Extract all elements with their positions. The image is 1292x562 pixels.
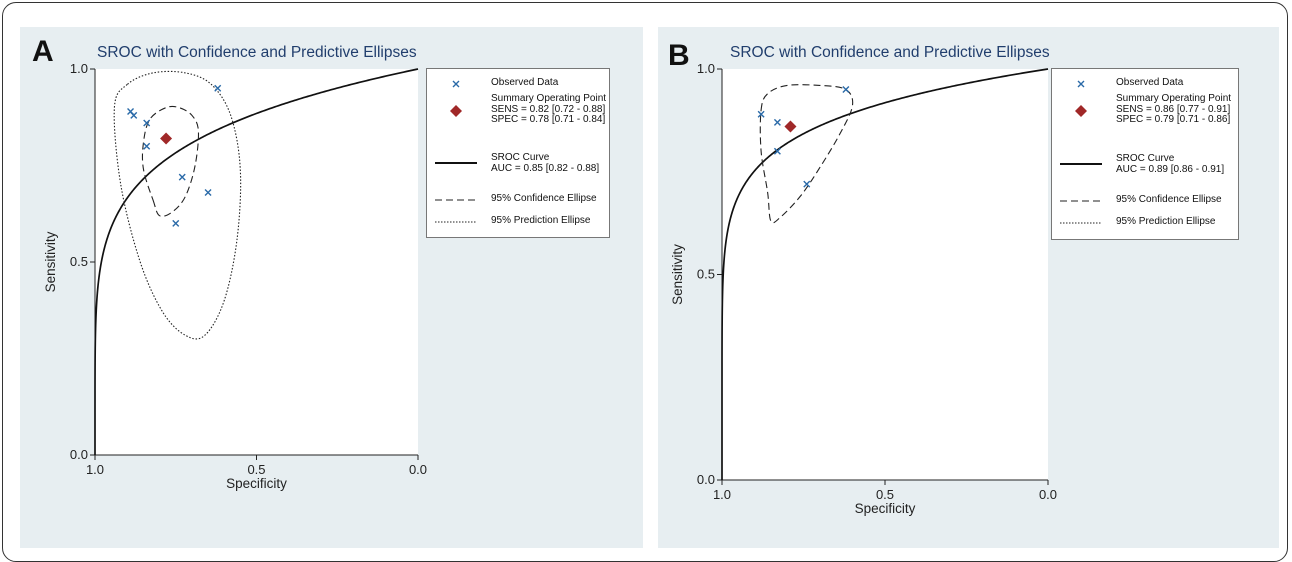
legend-label: 95% Confidence Ellipse — [1116, 194, 1222, 205]
observed-data-point — [172, 219, 180, 227]
legend-item-observed: Observed Data — [1052, 77, 1238, 91]
legend-item-confidence: 95% Confidence Ellipse — [427, 193, 609, 207]
legend-label: 95% Prediction Ellipse — [491, 215, 591, 226]
legend-item-observed: Observed Data — [427, 77, 609, 91]
observed-data-point — [143, 119, 151, 127]
legend-item-confidence: 95% Confidence Ellipse — [1052, 194, 1238, 208]
legend-label: Summary Operating Point SENS = 0.82 [0.7… — [491, 93, 607, 125]
y-tick-label: 0.0 — [697, 472, 715, 487]
x-tick-label: 1.0 — [86, 462, 104, 477]
legend-label: 95% Prediction Ellipse — [1116, 216, 1216, 227]
legend-item-prediction: 95% Prediction Ellipse — [427, 215, 609, 229]
x-tick-label: 1.0 — [713, 487, 731, 502]
x-tick-label: 0.5 — [876, 487, 894, 502]
legend-item-summary: Summary Operating Point SENS = 0.82 [0.7… — [427, 93, 609, 128]
legend-item-summary: Summary Operating Point SENS = 0.86 [0.7… — [1052, 93, 1238, 128]
y-tick-label: 0.5 — [697, 267, 715, 282]
legend-item-sroc: SROC Curve AUC = 0.89 [0.86 - 0.91] — [1052, 153, 1238, 178]
y-tick-label: 0.0 — [70, 447, 88, 462]
confidence-ellipse — [141, 105, 200, 217]
plot-area — [95, 69, 418, 455]
chart-title: SROC with Confidence and Predictive Elli… — [97, 44, 417, 61]
dotted-line-icon — [435, 221, 477, 223]
chart-title: SROC with Confidence and Predictive Elli… — [730, 44, 1050, 61]
observed-data-point — [204, 189, 212, 197]
observed-data-point — [773, 118, 781, 126]
legend-label: Observed Data — [491, 77, 559, 88]
y-tick-label: 1.0 — [70, 61, 88, 76]
panel-b: B SROC with Confidence and Predictive El… — [658, 27, 1279, 548]
sroc-curve — [721, 68, 1049, 480]
observed-data-point — [178, 173, 186, 181]
observed-data-point — [214, 84, 222, 92]
summary-operating-point — [160, 132, 173, 145]
observed-data-point — [757, 110, 765, 118]
y-tick-label: 1.0 — [697, 61, 715, 76]
dashed-line-icon — [435, 199, 477, 201]
panel-a: A SROC with Confidence and Predictive El… — [20, 27, 643, 548]
diamond-marker-icon — [450, 105, 462, 117]
legend-label: Observed Data — [1116, 77, 1184, 88]
legend-label: 95% Confidence Ellipse — [491, 193, 597, 204]
legend-label: SROC Curve AUC = 0.89 [0.86 - 0.91] — [1116, 153, 1225, 175]
observed-data-point — [143, 142, 151, 150]
dotted-line-icon — [1060, 222, 1102, 224]
dashed-line-icon — [1060, 200, 1102, 202]
y-axis-label: Sensitivity — [43, 231, 58, 292]
confidence-ellipse — [759, 84, 854, 224]
summary-operating-point — [784, 120, 797, 133]
x-marker-icon — [452, 80, 460, 88]
observed-data-point — [803, 180, 811, 188]
legend: Observed Data Summary Operating Point SE… — [1051, 68, 1239, 240]
legend-item-prediction: 95% Prediction Ellipse — [1052, 216, 1238, 230]
observed-data-point — [842, 86, 850, 94]
panel-letter: A — [32, 35, 54, 68]
diamond-marker-icon — [1075, 105, 1087, 117]
x-tick-label: 0.0 — [409, 462, 427, 477]
y-tick-label: 0.5 — [70, 254, 88, 269]
sroc-plot-a: 1.0 0.5 0.0 0.0 0.5 1.0 Specificity Sensitivity — [43, 61, 427, 491]
y-axis-label: Sensitivity — [670, 244, 685, 305]
observed-data-point — [773, 147, 781, 155]
legend-label: SROC Curve AUC = 0.85 [0.82 - 0.88] — [491, 152, 600, 174]
x-tick-label: 0.5 — [247, 462, 265, 477]
x-axis-label: Specificity — [226, 476, 287, 491]
sroc-plot-b: 1.0 0.5 0.0 0.0 0.5 1.0 Specificity Sensitivity — [670, 61, 1057, 516]
x-marker-icon — [1077, 80, 1085, 88]
legend: Observed Data Summary Operating Point SE… — [426, 68, 610, 238]
legend-label: Summary Operating Point SENS = 0.86 [0.7… — [1116, 93, 1232, 125]
panel-letter: B — [668, 39, 690, 72]
x-axis-label: Specificity — [855, 501, 916, 516]
sroc-curve — [94, 68, 419, 455]
prediction-ellipse — [113, 70, 242, 340]
x-tick-label: 0.0 — [1039, 487, 1057, 502]
observed-data-point — [130, 111, 138, 119]
legend-item-sroc: SROC Curve AUC = 0.85 [0.82 - 0.88] — [427, 152, 609, 177]
solid-line-icon — [1060, 163, 1102, 165]
plot-area — [722, 69, 1048, 480]
solid-line-icon — [435, 162, 477, 164]
